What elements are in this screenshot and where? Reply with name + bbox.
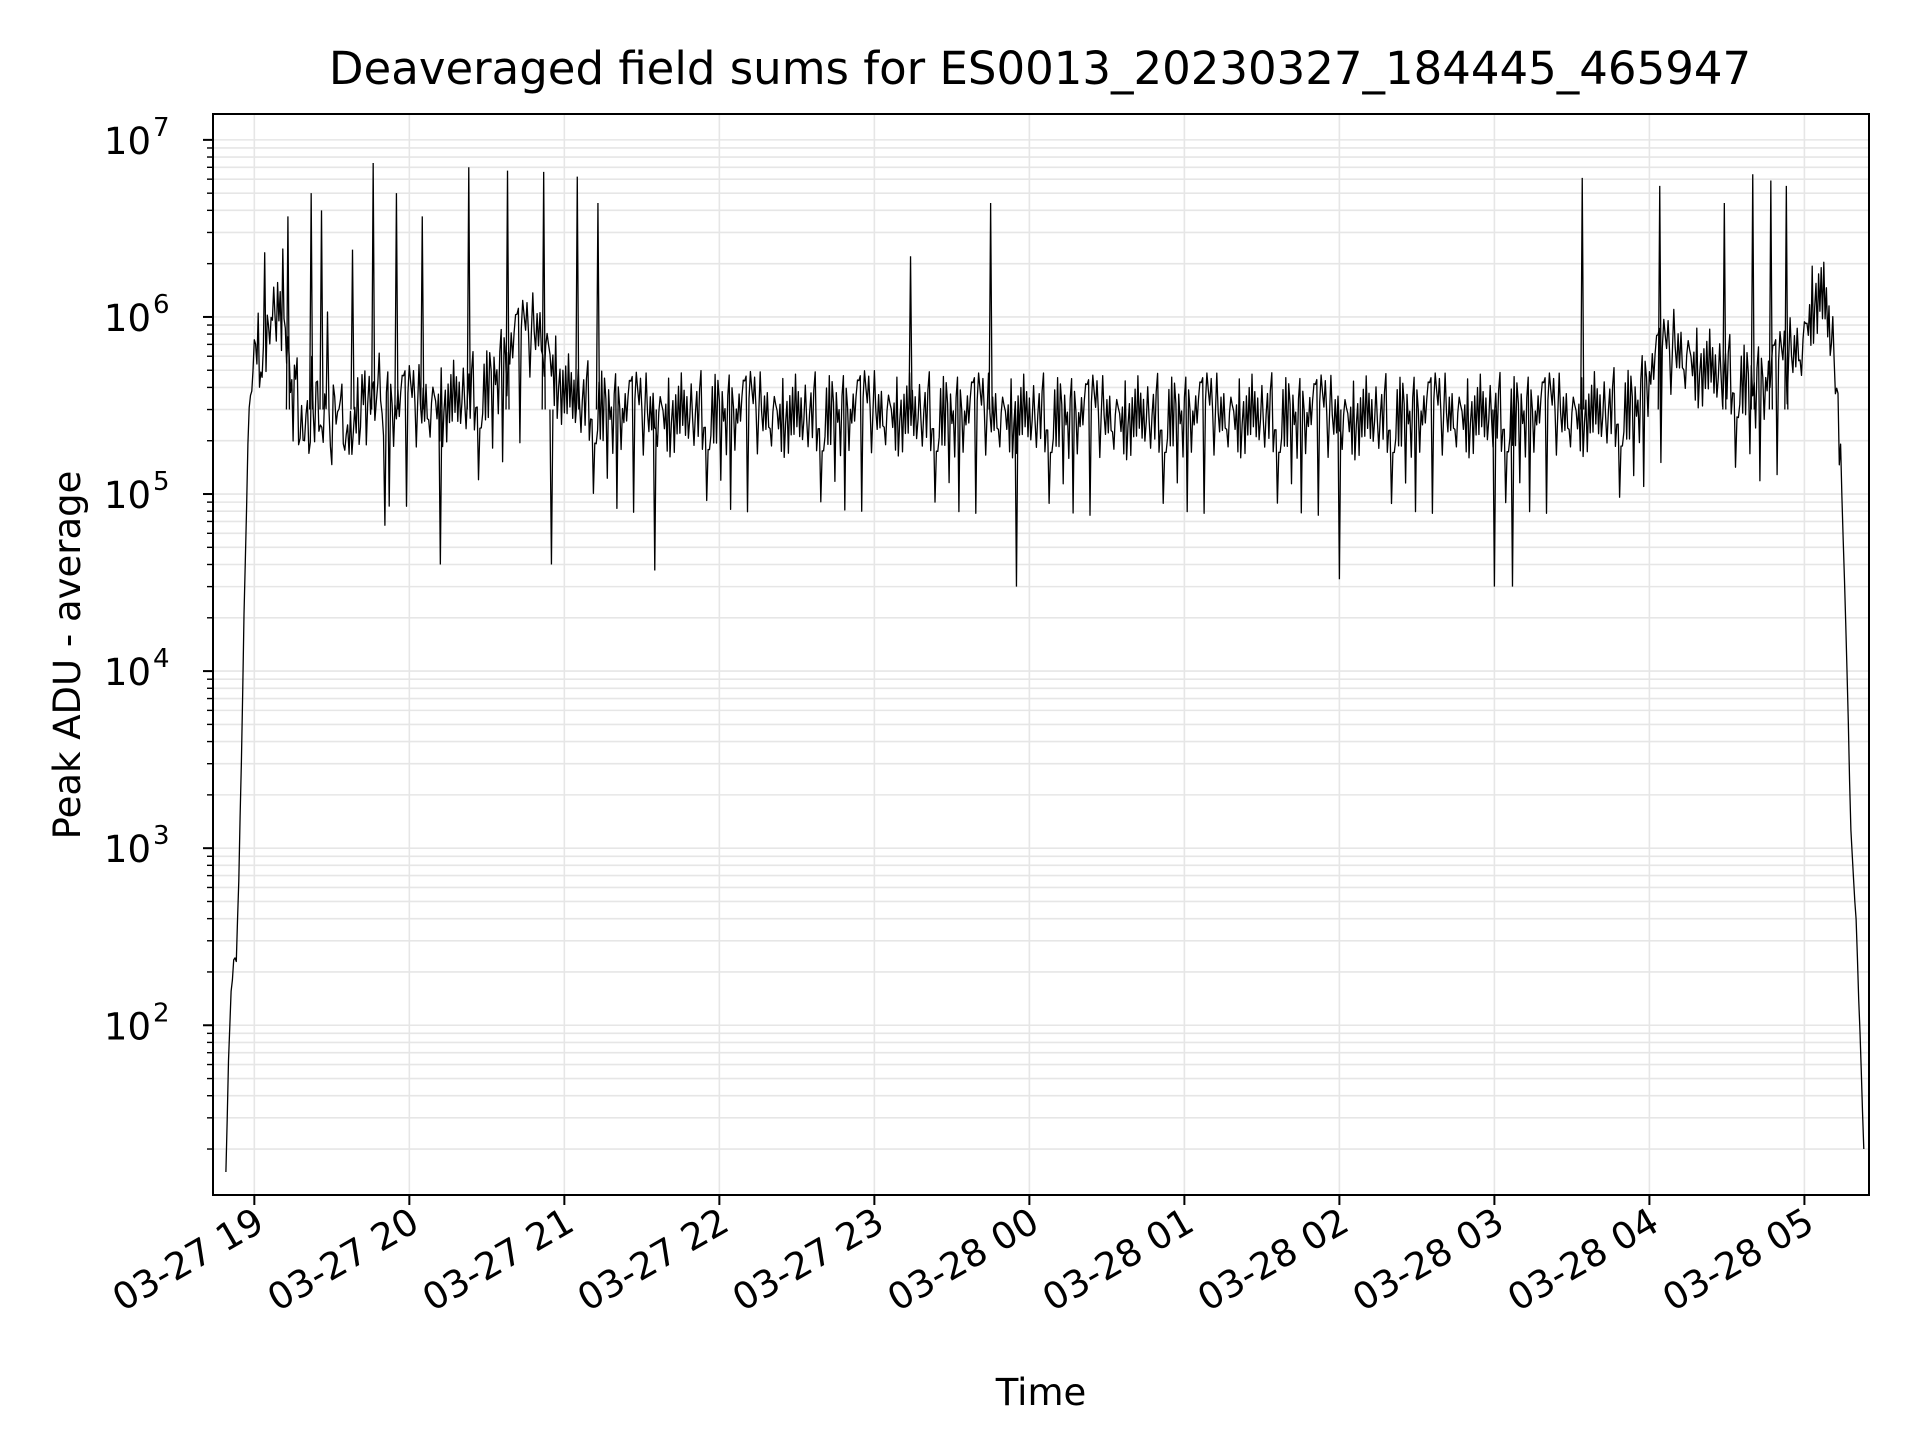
series-spike bbox=[420, 216, 425, 410]
series-spike bbox=[1657, 185, 1662, 410]
series-spike bbox=[309, 193, 314, 410]
y-tick-label-exponent: 7 bbox=[153, 113, 170, 143]
series-spike bbox=[1580, 177, 1585, 410]
y-tick-label-base: 10 bbox=[104, 474, 151, 517]
major-gridlines bbox=[213, 114, 1869, 1195]
y-tick-label-base: 10 bbox=[104, 297, 151, 340]
y-tick-label-exponent: 4 bbox=[153, 644, 170, 674]
series-spike bbox=[505, 170, 510, 410]
chart-title: Deaveraged field sums for ES0013_2023032… bbox=[329, 42, 1751, 95]
series-dip bbox=[1014, 409, 1019, 587]
y-tick-label-base: 10 bbox=[104, 651, 151, 694]
series-spike bbox=[988, 203, 993, 410]
y-tick-label-base: 10 bbox=[104, 1005, 151, 1048]
series-dip bbox=[1510, 409, 1515, 587]
series-layer bbox=[225, 163, 1865, 1173]
y-tick-label-exponent: 5 bbox=[153, 467, 170, 497]
series-dip bbox=[549, 409, 554, 565]
y-tick-label-base: 10 bbox=[104, 828, 151, 871]
series-dip bbox=[652, 409, 657, 571]
series-spike bbox=[350, 249, 355, 410]
series-spike bbox=[575, 176, 580, 410]
y-tick-label-exponent: 3 bbox=[153, 821, 170, 851]
series-spike bbox=[908, 256, 913, 410]
plot-frame bbox=[212, 113, 1870, 1196]
y-tick-label-exponent: 2 bbox=[153, 998, 170, 1028]
series-spike bbox=[394, 193, 399, 410]
series-spike bbox=[466, 167, 471, 410]
series-dip bbox=[1492, 409, 1497, 587]
series-spike bbox=[371, 163, 376, 410]
series-spike bbox=[319, 210, 324, 410]
series-spike bbox=[595, 203, 601, 410]
series-spike bbox=[541, 171, 546, 410]
x-axis-label: Time bbox=[995, 1371, 1087, 1414]
y-axis-label: Peak ADU - average bbox=[46, 471, 89, 840]
series-spike bbox=[1722, 203, 1727, 410]
series-spike bbox=[1768, 180, 1773, 410]
series-dip bbox=[1337, 409, 1342, 580]
series-spike bbox=[1784, 185, 1789, 410]
series-line bbox=[225, 248, 1865, 1173]
series-spike bbox=[285, 216, 291, 410]
series-spike bbox=[1750, 174, 1755, 410]
minor-gridlines bbox=[213, 147, 1869, 1150]
y-tick-label-base: 10 bbox=[104, 120, 151, 163]
y-tick-label-exponent: 6 bbox=[153, 290, 170, 320]
series-dip bbox=[438, 409, 443, 565]
